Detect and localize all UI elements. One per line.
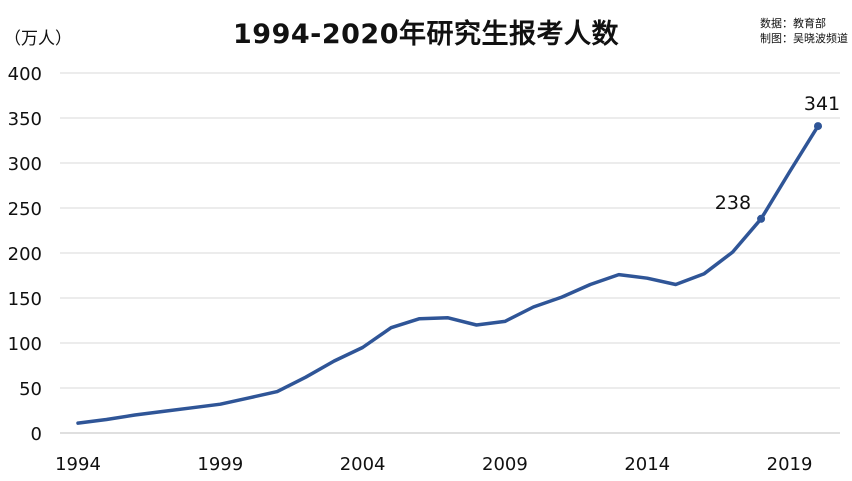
chart-title: 1994-2020年研究生报考人数 [233,19,619,50]
y-tick-label-150: 150 [8,289,42,310]
y-tick-label-200: 200 [8,244,42,265]
x-tick-label-2014: 2014 [624,454,670,475]
y-tick-label-350: 350 [8,109,42,130]
y-tick-label-50: 50 [19,379,42,400]
x-tick-label-1999: 1999 [197,454,243,475]
y-tick-label-100: 100 [8,334,42,355]
series-line [76,124,820,425]
data-label-2020: 341 [804,93,840,115]
y-tick-label-250: 250 [8,199,42,220]
data-point-2018 [757,214,766,223]
y-tick-label-0: 0 [31,424,42,445]
x-tick-label-2019: 2019 [767,454,813,475]
data-point-2020 [814,122,822,131]
x-tick-label-2004: 2004 [340,454,386,475]
x-tick-label-2009: 2009 [482,454,528,475]
data-label-2018: 238 [715,192,751,214]
y-tick-label-400: 400 [8,64,42,85]
y-axis-unit-label: （万人） [4,29,72,49]
source-line-maker: 制图：吴晓波频道 [760,32,848,45]
x-tick-label-1994: 1994 [55,454,101,475]
source-note: 数据：教育部 制图：吴晓波频道 [760,16,848,46]
source-line-data: 数据：教育部 [760,17,826,30]
y-tick-label-300: 300 [8,154,42,175]
